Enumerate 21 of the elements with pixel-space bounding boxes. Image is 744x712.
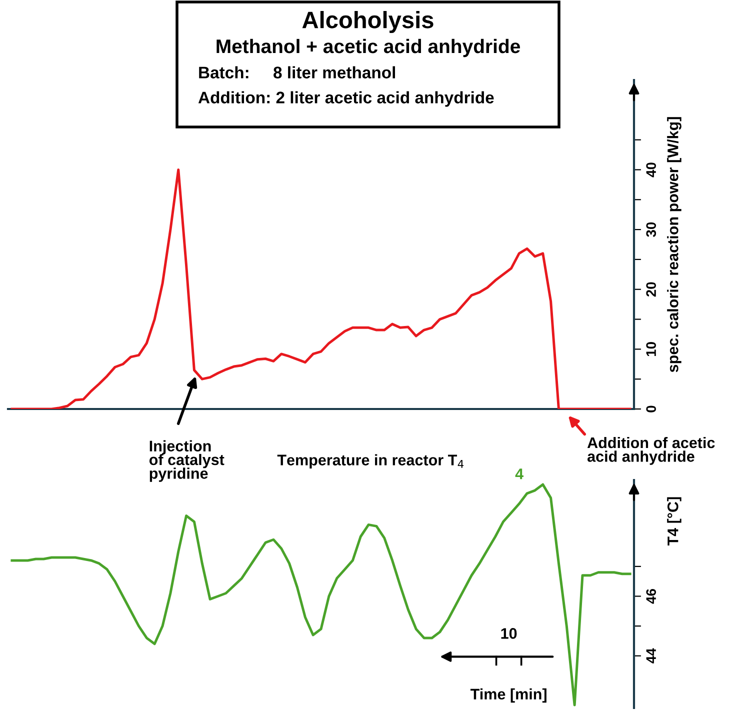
y-tick-label: 40 bbox=[646, 162, 656, 178]
line-series bbox=[10, 168, 632, 409]
annotation: Addition: 2 liter acetic acid anhydride bbox=[198, 91, 494, 107]
y-tick-label: 0 bbox=[646, 406, 656, 412]
text: Batch: 8 liter methanol bbox=[199, 66, 396, 78]
y-tick-label: 20 bbox=[646, 282, 656, 297]
chart-subtitle: Methanol + acetic acid anhydride bbox=[216, 38, 520, 58]
y-tick-label: 10 bbox=[646, 342, 656, 356]
y-tick-label: 46 bbox=[646, 589, 656, 604]
text: Temperature in reactor T$_{4}$ bbox=[277, 454, 464, 468]
text: Addition of acetic acid anhydride bbox=[587, 436, 715, 465]
annotation: Time [min] bbox=[470, 688, 546, 703]
y-tick-label: 30 bbox=[646, 222, 656, 237]
annotation: Injection of catalyst pyridine bbox=[149, 440, 224, 482]
series-label: 4 bbox=[515, 468, 524, 480]
chart-title: Alcoholysis bbox=[302, 10, 434, 34]
y-tick-label: 44 bbox=[646, 648, 656, 664]
line-series bbox=[10, 483, 632, 706]
annotation: 10 bbox=[501, 628, 517, 639]
y-axis-title: T4 [°C] bbox=[667, 497, 682, 546]
y-axis-title: spec. caloric reaction power [W/kg] bbox=[667, 117, 682, 372]
